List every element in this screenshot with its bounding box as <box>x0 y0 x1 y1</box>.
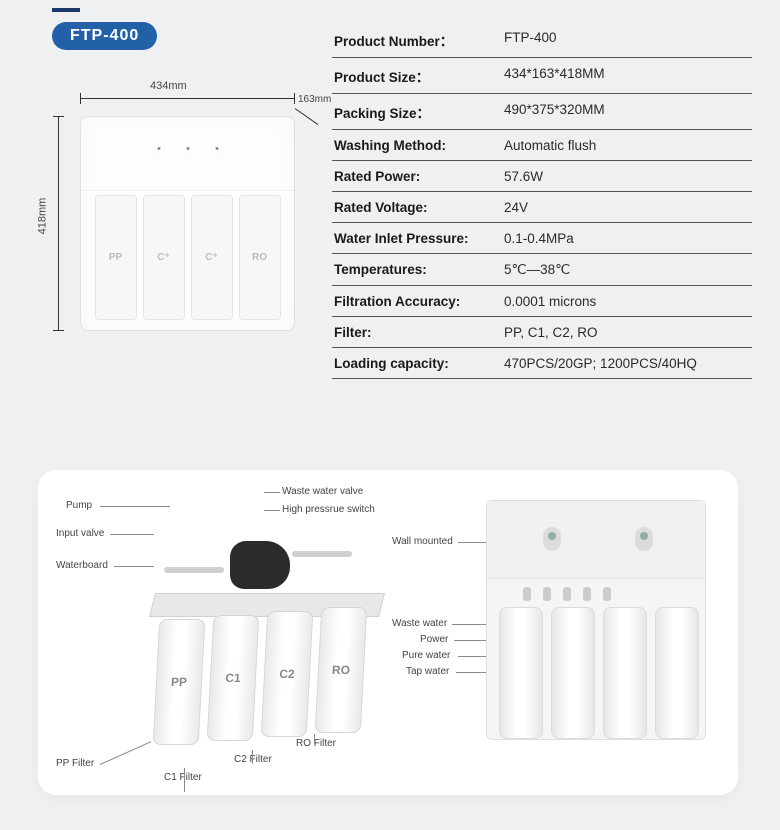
front-filter-label: PP <box>109 252 122 263</box>
internal-filter-pp: PP <box>153 619 206 745</box>
spec-label: Filter: <box>334 325 504 340</box>
spec-label: Product Size： <box>334 66 504 86</box>
spec-value: 490*375*320MM <box>504 102 752 122</box>
spec-row: Washing Method:Automatic flush <box>332 130 752 161</box>
indicator-led-icon: · <box>215 147 218 150</box>
spec-value: 24V <box>504 200 752 215</box>
rear-filter <box>551 607 595 739</box>
spec-label: Packing Size： <box>334 102 504 122</box>
callout-power: Power <box>420 634 448 645</box>
rear-diagram: Wall mounted Waste water Power Pure wate… <box>416 500 716 760</box>
callout-c2-filter: C2 Filter <box>234 754 272 765</box>
spec-row: Rated Power:57.6W <box>332 161 752 192</box>
spec-label: Washing Method: <box>334 138 504 153</box>
dimension-depth-label: 163mm <box>298 94 331 105</box>
callout-input-valve: Input valve <box>56 528 104 539</box>
dimension-height-label: 418mm <box>36 198 48 235</box>
front-filter: C⁺ <box>191 195 233 320</box>
front-filter: RO <box>239 195 281 320</box>
callout-waste-valve: Waste water valve <box>282 486 363 497</box>
front-filter-label: RO <box>252 252 267 263</box>
spec-value: 434*163*418MM <box>504 66 752 86</box>
spec-value: 0.0001 microns <box>504 294 752 309</box>
spec-label: Rated Voltage: <box>334 200 504 215</box>
callout-wall-mounted: Wall mounted <box>392 536 453 547</box>
spec-label: Temperatures: <box>334 262 504 278</box>
dimension-line-depth <box>295 108 319 125</box>
spec-label: Loading capacity: <box>334 356 504 371</box>
port-icon <box>543 587 551 601</box>
rear-filter <box>603 607 647 739</box>
spec-label: Water Inlet Pressure: <box>334 231 504 246</box>
spec-value: Automatic flush <box>504 138 752 153</box>
callout-c1-filter: C1 Filter <box>164 772 202 783</box>
accent-bar <box>52 8 80 12</box>
spec-row: Water Inlet Pressure:0.1-0.4MPa <box>332 223 752 254</box>
spec-row: Temperatures:5℃—38℃ <box>332 254 752 286</box>
port-icon <box>523 587 531 601</box>
dimension-line-height <box>58 116 59 331</box>
port-icon <box>563 587 571 601</box>
spec-table: Product Number：FTP-400Product Size：434*1… <box>332 22 752 379</box>
spec-value: PP, C1, C2, RO <box>504 325 752 340</box>
component-diagram-panel: Pump Input valve Waterboard Waste water … <box>38 470 738 795</box>
callout-tap-water: Tap water <box>406 666 449 677</box>
front-filter-label: C⁺ <box>205 252 218 263</box>
internals-diagram: Pump Input valve Waterboard Waste water … <box>56 482 396 782</box>
spec-row: Product Number：FTP-400 <box>332 22 752 58</box>
spec-value: 57.6W <box>504 169 752 184</box>
spec-value: 5℃—38℃ <box>504 262 752 278</box>
spec-label: Rated Power: <box>334 169 504 184</box>
front-filter-label: C⁺ <box>157 252 170 263</box>
spec-label: Product Number： <box>334 30 504 50</box>
internal-filter-c2: C2 <box>261 611 314 737</box>
callout-pump: Pump <box>66 500 92 511</box>
callout-pp-filter: PP Filter <box>56 758 94 769</box>
dimension-width-label: 434mm <box>150 80 187 92</box>
indicator-led-icon: · <box>186 147 189 150</box>
spec-value: 0.1-0.4MPa <box>504 231 752 246</box>
callout-waterboard: Waterboard <box>56 560 108 571</box>
internal-filter-c1: C1 <box>207 615 260 741</box>
spec-row: Filtration Accuracy:0.0001 microns <box>332 286 752 317</box>
spec-label: Filtration Accuracy: <box>334 294 504 309</box>
rear-filter <box>499 607 543 739</box>
spec-row: Rated Voltage:24V <box>332 192 752 223</box>
mount-hole-icon <box>543 527 561 551</box>
indicator-led-icon: · <box>157 147 160 150</box>
internal-filter-ro: RO <box>315 607 368 733</box>
port-icon <box>603 587 611 601</box>
model-badge: FTP-400 <box>52 22 157 50</box>
spec-row: Packing Size：490*375*320MM <box>332 94 752 130</box>
pump-icon <box>230 541 290 589</box>
front-filter: C⁺ <box>143 195 185 320</box>
front-filter: PP <box>95 195 137 320</box>
rear-filter <box>655 607 699 739</box>
callout-high-pressure: High pressrue switch <box>282 504 375 515</box>
callout-waste-water: Waste water <box>392 618 447 629</box>
product-dimensioned-view: 434mm 163mm 418mm · · · PPC⁺C⁺RO <box>40 80 330 360</box>
mount-hole-icon <box>635 527 653 551</box>
port-icon <box>583 587 591 601</box>
spec-row: Filter:PP, C1, C2, RO <box>332 317 752 348</box>
spec-value: FTP-400 <box>504 30 752 50</box>
device-front-illustration: · · · PP C⁺ C⁺ RO <box>80 116 295 331</box>
rear-device-illustration <box>486 500 706 740</box>
dimension-line-width <box>80 98 295 99</box>
spec-row: Product Size：434*163*418MM <box>332 58 752 94</box>
callout-pure-water: Pure water <box>402 650 450 661</box>
spec-row: Loading capacity:470PCS/20GP; 1200PCS/40… <box>332 348 752 379</box>
spec-value: 470PCS/20GP; 1200PCS/40HQ <box>504 356 752 371</box>
